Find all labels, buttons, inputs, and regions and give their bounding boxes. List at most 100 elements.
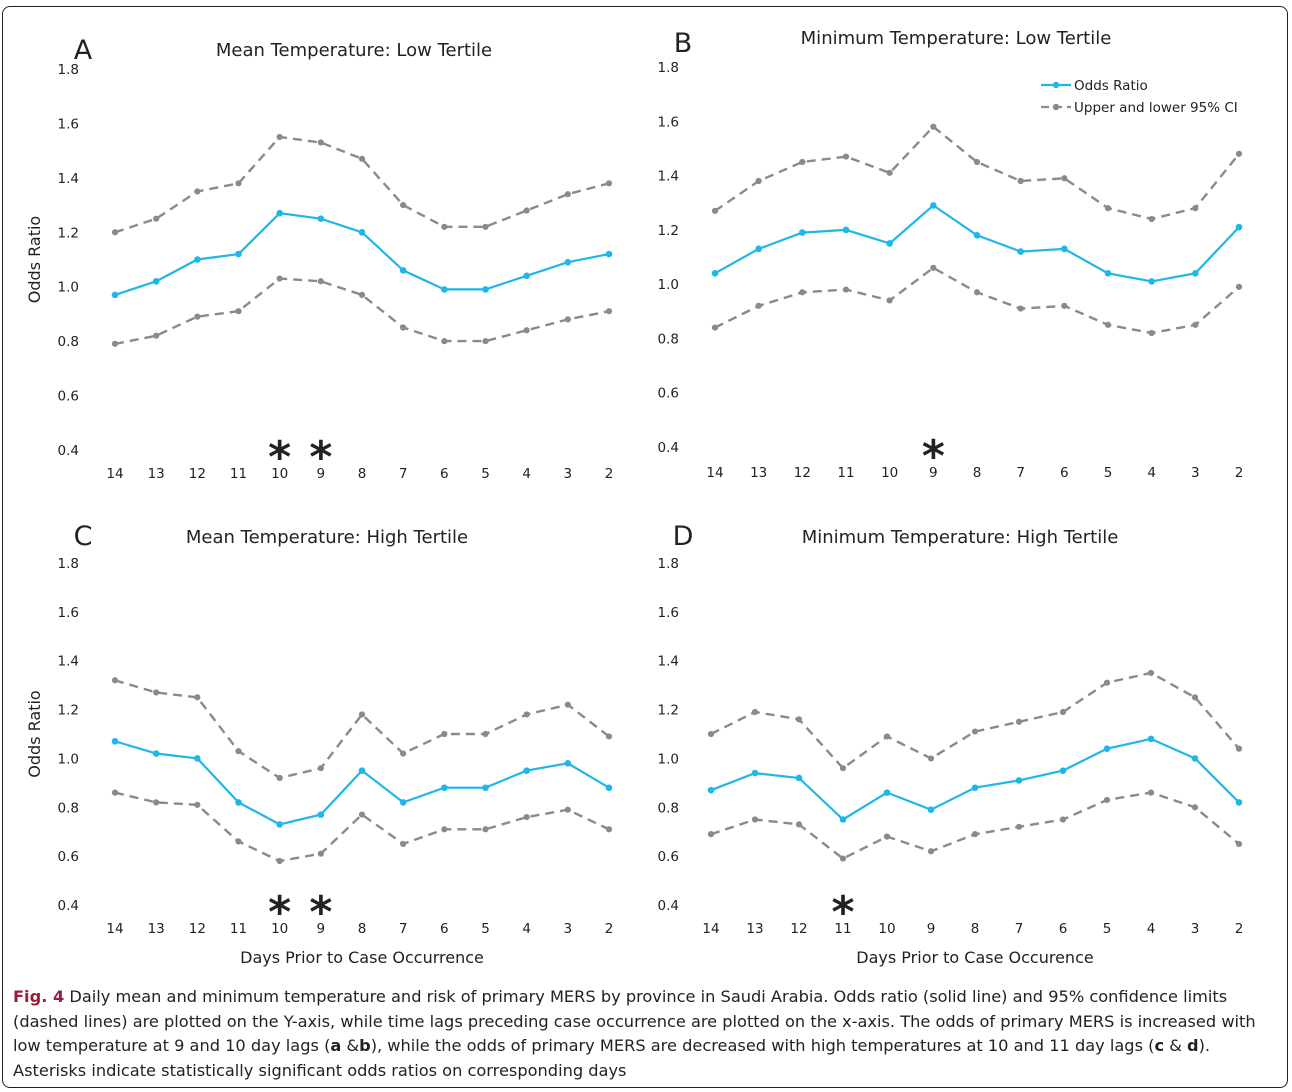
data-point — [523, 711, 530, 718]
data-point — [194, 188, 201, 195]
data-point — [1103, 745, 1111, 752]
data-point — [1061, 302, 1068, 309]
data-point — [523, 272, 530, 280]
data-point — [276, 774, 283, 782]
data-point — [194, 801, 201, 808]
y-tick-label: 1.0 — [658, 277, 679, 293]
significance-asterisk: * — [831, 887, 854, 938]
x-tick-label: 9 — [317, 921, 326, 937]
data-point — [605, 180, 613, 187]
y-tick-label: 1.2 — [658, 703, 679, 719]
data-point — [1017, 305, 1024, 312]
y-tick-label: 1.6 — [658, 605, 679, 621]
y-tick-label: 1.4 — [58, 654, 79, 670]
data-point — [711, 269, 719, 277]
chart-panel-d: D Minimum Temperature: High Tertile 0.4 0.6… — [658, 521, 1244, 967]
data-point — [842, 226, 850, 234]
data-point — [441, 286, 448, 293]
caption-text: Daily mean and minimum temperature and r… — [13, 987, 1256, 1055]
data-point — [1061, 245, 1068, 253]
x-tick-label: 9 — [317, 466, 326, 482]
data-point — [194, 755, 201, 762]
x-tick-label: 3 — [564, 466, 573, 482]
data-point — [441, 223, 448, 230]
x-tick-label: 14 — [706, 465, 723, 481]
data-point — [1015, 823, 1023, 830]
data-point — [111, 229, 119, 236]
x-tick-label: 14 — [702, 921, 719, 937]
significance-asterisk: * — [309, 432, 332, 483]
data-point — [1104, 269, 1112, 277]
y-tick-label: 1.0 — [658, 751, 679, 767]
chart-title: Minimum Temperature: High Tertile — [802, 527, 1119, 548]
data-point — [1192, 205, 1199, 212]
x-tick-label: 3 — [1191, 921, 1200, 937]
data-point — [400, 750, 407, 757]
data-point — [751, 769, 759, 777]
x-tick-label: 7 — [1015, 921, 1024, 937]
data-point — [971, 728, 979, 735]
y-tick-label: 1.4 — [658, 169, 679, 185]
data-point — [399, 799, 407, 806]
series-line — [710, 737, 1240, 821]
x-tick-label: 12 — [189, 921, 206, 937]
data-point — [564, 806, 571, 813]
data-point — [482, 826, 489, 833]
data-point — [883, 733, 891, 740]
data-point — [564, 316, 571, 323]
x-tick-label: 5 — [481, 921, 490, 937]
data-point — [755, 245, 762, 253]
data-point — [482, 286, 489, 293]
series-line — [714, 125, 1240, 221]
panel-letter: C — [74, 521, 93, 552]
data-point — [1148, 329, 1155, 337]
data-point — [194, 313, 201, 320]
series-ci-2 — [111, 275, 613, 347]
data-point — [605, 784, 613, 792]
data-point — [276, 133, 283, 141]
data-point — [883, 789, 891, 796]
x-tick-label: 8 — [358, 466, 367, 482]
y-tick-label: 1.6 — [658, 114, 679, 130]
data-point — [842, 153, 850, 160]
data-point — [235, 308, 242, 315]
data-point — [799, 158, 806, 166]
y-tick-label: 1.6 — [58, 605, 79, 621]
data-point — [358, 291, 366, 298]
data-point — [317, 811, 325, 818]
x-tick-label: 13 — [750, 465, 767, 481]
panel-letter: D — [673, 521, 694, 552]
data-point — [317, 765, 324, 772]
x-tick-label: 12 — [794, 465, 811, 481]
data-point — [194, 256, 201, 263]
data-point — [111, 738, 119, 745]
x-tick-label: 11 — [230, 466, 247, 482]
data-point — [564, 191, 571, 198]
legend-marker — [1052, 103, 1060, 111]
y-tick-label: 1.0 — [58, 751, 79, 767]
legend: Odds Ratio Upper and lower 95% CI — [1041, 78, 1238, 116]
x-tick-label: 8 — [358, 921, 367, 937]
y-tick-label: 1.8 — [58, 556, 79, 572]
x-tick-label: 4 — [522, 921, 531, 937]
chart-title: Minimum Temperature: Low Tertile — [801, 28, 1112, 49]
y-axis-label: Odds Ratio — [25, 216, 44, 303]
data-point — [1235, 150, 1243, 157]
x-tick-label: 8 — [971, 921, 980, 937]
y-axis-label: Odds Ratio — [25, 690, 44, 777]
data-point — [930, 202, 937, 209]
caption-bold-b: b — [359, 1036, 371, 1055]
series-line — [114, 791, 610, 863]
y-tick-label: 1.2 — [58, 703, 79, 719]
x-tick-label: 6 — [440, 466, 449, 482]
y-tick-label: 0.8 — [58, 334, 79, 350]
series-ci-2 — [707, 789, 1243, 862]
data-point — [441, 730, 448, 738]
data-point — [111, 340, 119, 347]
y-tick-label: 1.4 — [658, 654, 679, 670]
x-tick-label: 7 — [399, 921, 408, 937]
series-ci-1 — [111, 133, 613, 236]
data-point — [973, 231, 981, 239]
data-point — [799, 289, 806, 296]
data-point — [235, 748, 242, 755]
